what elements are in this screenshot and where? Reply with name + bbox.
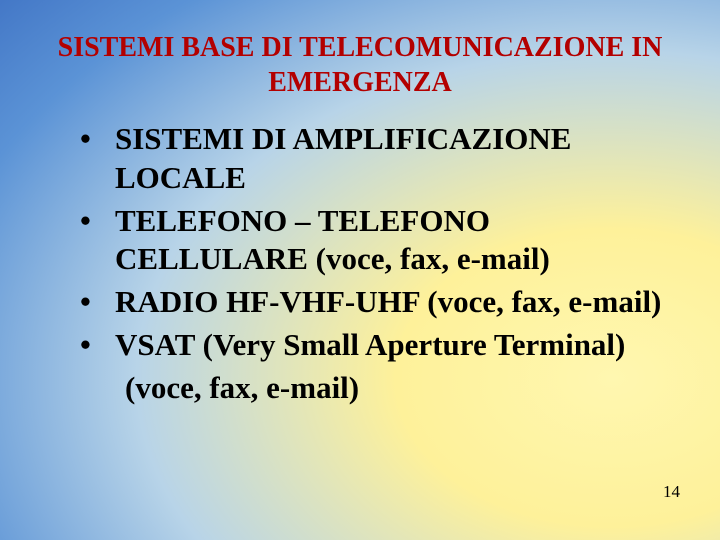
list-item: RADIO HF-VHF-UHF (voce, fax, e-mail) <box>70 283 670 322</box>
bullet-list: SISTEMI DI AMPLIFICAZIONE LOCALE TELEFON… <box>70 120 670 365</box>
slide-content: SISTEMI DI AMPLIFICAZIONE LOCALE TELEFON… <box>50 120 670 407</box>
page-number: 14 <box>663 482 680 502</box>
list-item: VSAT (Very Small Aperture Terminal) <box>70 326 670 365</box>
list-item: SISTEMI DI AMPLIFICAZIONE LOCALE <box>70 120 670 198</box>
slide: SISTEMI BASE DI TELECOMUNICAZIONE IN EME… <box>0 0 720 540</box>
sub-line: (voce, fax, e-mail) <box>70 369 670 408</box>
list-item: TELEFONO – TELEFONO CELLULARE (voce, fax… <box>70 202 670 280</box>
slide-title: SISTEMI BASE DI TELECOMUNICAZIONE IN EME… <box>50 30 670 100</box>
